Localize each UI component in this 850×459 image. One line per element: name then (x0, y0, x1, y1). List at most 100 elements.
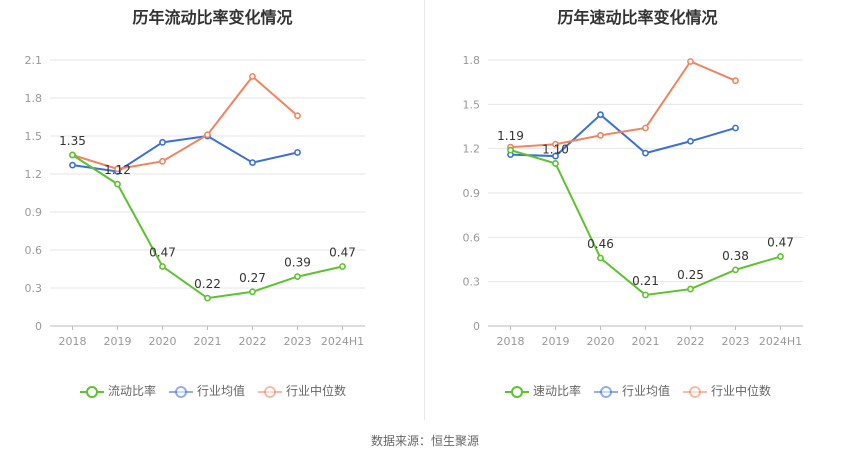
data-label: 0.39 (284, 256, 311, 270)
current-ratio-chart-panel: 历年流动比率变化情况 0 0.3 0.6 0.9 1.2 1.5 1.8 2.1 2018 201… (0, 0, 425, 420)
y-tick-label: 0.6 (463, 231, 481, 244)
data-point (294, 112, 301, 120)
data-label: 0.47 (149, 245, 176, 259)
data-point (294, 273, 301, 280)
data-label: 0.21 (632, 274, 659, 288)
legend-label: 流动比率 (107, 384, 156, 398)
x-tick-label: 2018 (497, 335, 525, 348)
chart-legend: 流动比率 行业均值 行业中位数 (0, 382, 425, 399)
data-point (294, 149, 301, 156)
data-label: 0.22 (194, 277, 221, 291)
data-point (642, 149, 649, 157)
data-point (552, 152, 559, 160)
legend-label: 行业中位数 (286, 384, 347, 398)
x-tick-label: 2024H1 (759, 335, 802, 348)
data-point (777, 253, 784, 260)
x-tick-label: 2019 (104, 335, 132, 348)
x-tick-label: 2020 (149, 335, 177, 348)
data-point (732, 77, 739, 85)
quick-ratio-chart: 0 0.3 0.6 0.9 1.2 1.5 1.8 2018 2019 2020 2021 2022 2… (463, 54, 803, 348)
data-point (597, 131, 604, 139)
x-tick-label: 2019 (542, 335, 570, 348)
data-point (204, 294, 211, 302)
data-point (339, 263, 346, 270)
x-tick-label: 2023 (284, 335, 312, 348)
legend-label: 行业均值 (196, 384, 245, 398)
x-tick-label: 2021 (632, 335, 660, 348)
data-label: 1.12 (104, 163, 131, 177)
y-tick-label: 0 (473, 320, 480, 333)
data-point (732, 266, 739, 274)
series-line (72, 134, 298, 173)
data-point (204, 131, 211, 139)
data-point (69, 151, 76, 159)
x-tick-label: 2023 (722, 335, 750, 348)
chart-title: 历年流动比率变化情况 (132, 8, 293, 27)
legend-item[interactable]: 流动比率 (79, 382, 156, 399)
data-point (642, 291, 649, 299)
legend-swatch-icon (258, 385, 282, 398)
data-point (642, 124, 649, 132)
data-point (249, 159, 256, 166)
legend-swatch-icon (683, 385, 707, 398)
panel-divider (424, 0, 425, 420)
legend-item[interactable]: 速动比率 (504, 382, 581, 399)
series-line (72, 75, 299, 170)
legend-label: 行业均值 (621, 384, 670, 398)
data-label: 0.46 (587, 237, 614, 251)
y-tick-label: 1.8 (463, 54, 481, 67)
current-ratio-chart: 0 0.3 0.6 0.9 1.2 1.5 1.8 2.1 2018 2019 2020 2021 20… (25, 54, 365, 348)
series-line (510, 113, 736, 158)
data-point (249, 73, 256, 80)
y-tick-label: 0.9 (463, 187, 481, 200)
x-tick-label: 2020 (587, 335, 615, 348)
data-point (159, 138, 166, 146)
legend-swatch-icon (593, 385, 618, 398)
x-tick-label: 2024H1 (321, 335, 364, 348)
legend-item[interactable]: 行业均值 (593, 382, 670, 399)
data-point (732, 124, 739, 132)
data-point (114, 165, 121, 173)
y-tick-label: 1.5 (463, 98, 481, 111)
legend-item[interactable]: 行业中位数 (682, 382, 771, 399)
x-tick-label: 2022 (677, 335, 705, 348)
data-point (552, 160, 559, 167)
data-source-note: 数据来源：恒生聚源 (370, 434, 479, 448)
chart-legend: 速动比率 行业均值 行业中位数 (425, 382, 850, 399)
data-label: 0.47 (767, 236, 794, 250)
y-tick-label: 0.9 (25, 206, 43, 219)
legend-label: 速动比率 (532, 384, 581, 398)
data-label: 0.38 (722, 249, 749, 263)
y-tick-label: 2.1 (25, 54, 43, 67)
data-point (159, 157, 166, 165)
legend-swatch-icon (504, 385, 529, 398)
data-point (114, 180, 121, 188)
x-tick-label: 2021 (194, 335, 222, 348)
y-tick-label: 1.8 (25, 92, 43, 105)
legend-item[interactable]: 行业中位数 (257, 382, 346, 399)
y-tick-label: 0.3 (463, 276, 481, 289)
x-tick-label: 2018 (59, 335, 87, 348)
x-tick-label: 2022 (239, 335, 267, 348)
data-point (159, 263, 166, 270)
data-point (687, 285, 694, 293)
data-point (597, 254, 604, 262)
data-point (597, 111, 604, 119)
y-tick-label: 0 (35, 320, 42, 333)
data-point (552, 140, 559, 148)
data-label: 1.19 (497, 129, 524, 143)
data-point (69, 161, 76, 169)
data-point (249, 288, 256, 296)
quick-ratio-chart-panel: 历年速动比率变化情况 0 0.3 0.6 0.9 1.2 1.5 1.8 2018 2019 20… (425, 0, 850, 420)
legend-swatch-icon (79, 385, 104, 398)
data-label: 0.47 (329, 245, 356, 259)
y-tick-label: 0.3 (25, 282, 43, 295)
legend-item[interactable]: 行业均值 (168, 382, 245, 399)
y-tick-label: 1.2 (25, 168, 43, 181)
data-label: 1.35 (59, 134, 86, 148)
chart-title: 历年速动比率变化情况 (557, 8, 718, 27)
series-line (510, 60, 736, 149)
data-label: 0.25 (677, 268, 704, 282)
data-point (687, 58, 694, 65)
data-point (687, 137, 694, 145)
